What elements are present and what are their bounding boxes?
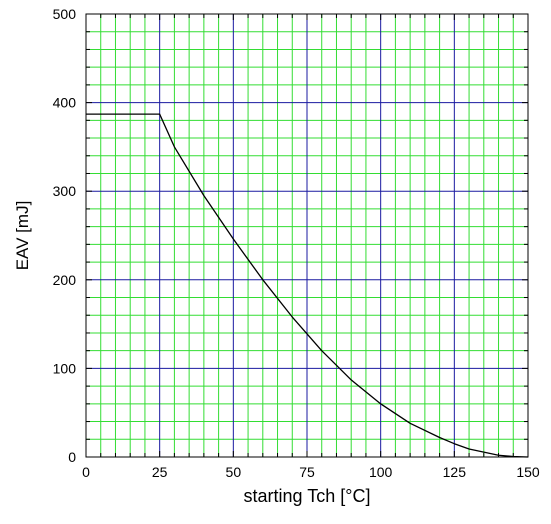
x-tick-label: 100 [369,464,393,480]
major-grid [86,14,528,457]
x-tick-label: 75 [299,464,315,480]
x-tick-label: 125 [443,464,467,480]
x-tick-label: 150 [516,464,540,480]
y-tick-label: 500 [53,6,77,22]
x-tick-label: 50 [226,464,242,480]
y-tick-label: 400 [53,95,77,111]
y-axis-title: EAV [mJ] [13,201,32,271]
y-tick-label: 300 [53,183,77,199]
x-tick-label: 25 [152,464,168,480]
x-tick-label: 0 [82,464,90,480]
y-tick-label: 200 [53,272,77,288]
tick-marks [85,13,529,458]
x-tick-labels: 0 25 50 75 100 125 150 [82,464,540,480]
series-line-0 [86,113,529,458]
y-tick-label: 0 [68,449,76,465]
x-axis-title: starting Tch [°C] [244,486,371,506]
series-layer [86,113,529,458]
y-tick-label: 100 [53,360,77,376]
y-tick-labels: 0 100 200 300 400 500 [53,6,77,465]
